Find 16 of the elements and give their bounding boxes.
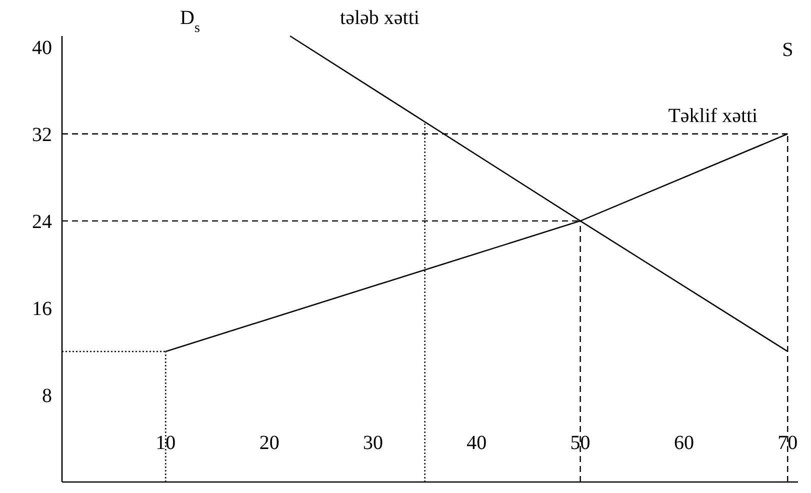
y-tick-label: 8	[42, 384, 52, 407]
x-tick-label: 50	[570, 432, 590, 454]
x-tick-label: 20	[259, 432, 280, 454]
y-tick-label: 16	[32, 298, 52, 320]
series-label: tələb xətti	[340, 7, 420, 29]
series-label: Təklif xətti	[668, 104, 758, 127]
x-tick-label: 40	[466, 432, 487, 454]
y-tick-label: 40	[32, 36, 52, 59]
y-tick-label: 24	[32, 210, 52, 233]
x-tick-label: 60	[674, 432, 694, 454]
annotation: S	[782, 39, 794, 61]
x-tick-label: 30	[362, 432, 383, 454]
x-tick-label: 10	[156, 432, 176, 454]
x-tick-label: 70	[778, 432, 798, 454]
y-tick-label: 32	[32, 124, 52, 146]
text: D$_{s}$	[180, 7, 200, 36]
